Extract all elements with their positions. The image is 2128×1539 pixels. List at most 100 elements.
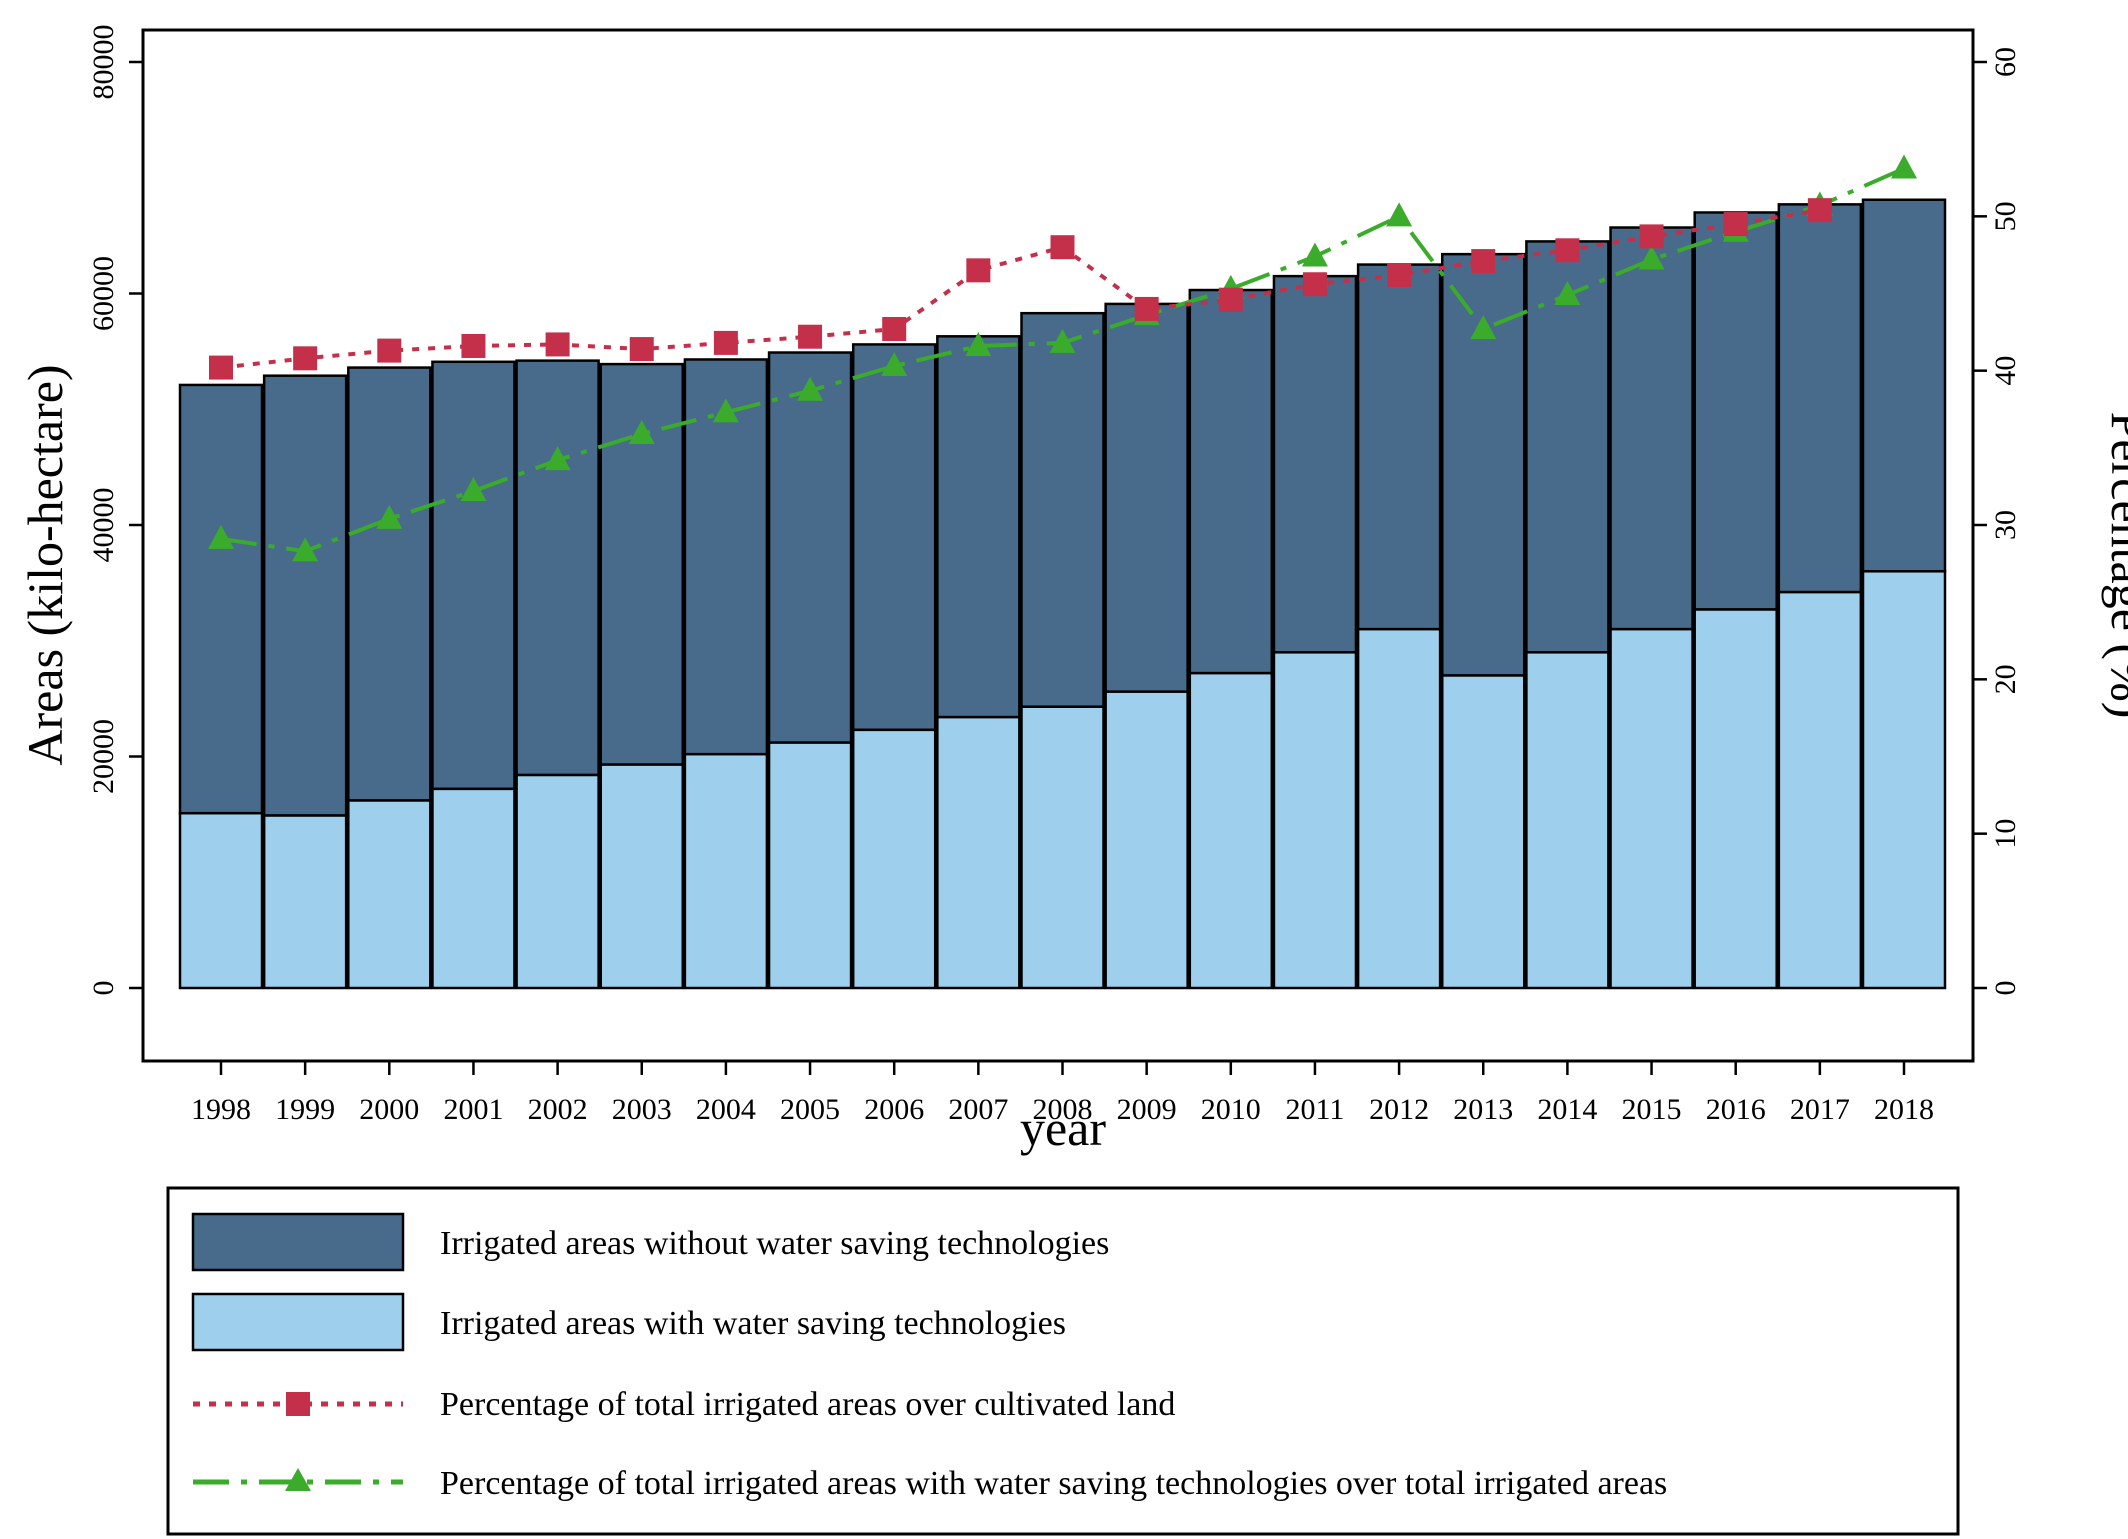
wst-pct-point-2000 <box>376 504 403 529</box>
cultivated-pct-point-2011 <box>1302 272 1327 297</box>
bar-with-2005 <box>767 741 853 990</box>
legend-swatch-without <box>191 1212 405 1272</box>
legend-frame <box>166 1186 1960 1536</box>
y2-axis-title: Percentage (%) <box>2101 412 2128 719</box>
bar-without-2002 <box>515 359 600 777</box>
bar-without-2001 <box>431 360 516 791</box>
bar-with-2010 <box>1188 671 1274 990</box>
x-tick-label-2004: 2004 <box>696 1093 756 1126</box>
y2-tick-label-10: 10 <box>1989 819 2022 849</box>
x-tick-label-1998: 1998 <box>191 1093 251 1126</box>
bar-with-2001 <box>431 787 516 990</box>
cultivated-pct-point-2016 <box>1723 212 1748 237</box>
x-tick-label-2002: 2002 <box>528 1093 588 1126</box>
legend-swatch-with <box>191 1292 405 1352</box>
axes-layer: 0 20000 40000 60000 80000 0 10 20 30 40 50 60 1998 19… <box>87 25 2022 1127</box>
x-tick-label-2007: 2007 <box>948 1093 1008 1126</box>
bars-layer <box>178 198 1947 990</box>
bar-without-2017 <box>1777 203 1863 594</box>
legend-label-with: Irrigated areas with water saving techno… <box>440 1305 1066 1342</box>
cultivated-pct-point-2007 <box>966 258 991 283</box>
wst-pct-point-2008 <box>1049 328 1076 353</box>
y-tick-label-40000: 40000 <box>87 488 120 563</box>
plot-frame <box>141 28 1975 1063</box>
bar-with-2012 <box>1356 627 1442 990</box>
cultivated-pct-point-2013 <box>1471 249 1496 274</box>
bar-without-2007 <box>936 335 1021 719</box>
x-tick-label-2012: 2012 <box>1369 1093 1429 1126</box>
bar-with-1999 <box>262 814 348 990</box>
bar-with-2018 <box>1861 570 1947 990</box>
x-tick-label-2001: 2001 <box>443 1093 503 1126</box>
x-tick-label-2015: 2015 <box>1622 1093 1682 1126</box>
wst-pct-point-1998 <box>208 524 234 549</box>
x-tick-label-2006: 2006 <box>864 1093 924 1126</box>
y-tick-label-0: 0 <box>87 981 120 996</box>
bar-without-1998 <box>178 383 264 815</box>
cultivated-pct-point-2002 <box>545 332 570 357</box>
cultivated-pct-point-2008 <box>1050 235 1075 260</box>
cultivated-pct-line <box>220 208 1821 370</box>
y2-tick-label-0: 0 <box>1989 981 2022 996</box>
wst-pct-point-2007 <box>965 331 992 356</box>
wst-pct-point-2014 <box>1554 281 1581 306</box>
bar-with-2008 <box>1020 705 1105 990</box>
wst-pct-point-2013 <box>1470 314 1497 339</box>
bar-with-2002 <box>515 773 600 990</box>
x-tick-label-2008: 2008 <box>1033 1093 1093 1126</box>
legend-label-pct-wst: Percentage of total irrigated areas with… <box>440 1465 1667 1502</box>
legend-marker-triangle <box>285 1468 311 1491</box>
x-axis-title: year <box>1020 1100 1106 1156</box>
x-tick-label-2014: 2014 <box>1537 1093 1597 1126</box>
legend-label-without: Irrigated areas without water saving tec… <box>440 1225 1109 1262</box>
y-tick-label-80000: 80000 <box>87 25 120 100</box>
cultivated-pct-point-2015 <box>1639 224 1664 249</box>
x-tick-label-2017: 2017 <box>1790 1093 1850 1126</box>
legend-marker-square <box>286 1392 310 1416</box>
bar-without-2018 <box>1861 198 1947 573</box>
cultivated-pct-point-2017 <box>1807 198 1832 223</box>
wst-pct-point-2006 <box>881 352 908 377</box>
bar-without-2006 <box>851 343 937 732</box>
cultivated-pct-point-2014 <box>1555 238 1580 263</box>
bar-with-2017 <box>1777 590 1863 990</box>
x-tick-label-2009: 2009 <box>1117 1093 1177 1126</box>
bar-without-2011 <box>1272 274 1358 654</box>
cultivated-pct-point-2010 <box>1218 287 1243 312</box>
cultivated-pct-point-2012 <box>1387 262 1412 287</box>
cultivated-pct-point-2003 <box>629 337 654 362</box>
wst-pct-point-2015 <box>1638 245 1665 270</box>
bar-without-2000 <box>347 366 432 802</box>
bar-without-2010 <box>1188 288 1274 675</box>
bar-with-2011 <box>1272 651 1358 990</box>
wst-pct-point-2005 <box>797 376 824 401</box>
wst-pct-point-2011 <box>1301 242 1328 267</box>
wst-pct-point-2018 <box>1891 154 1917 179</box>
bar-with-2003 <box>599 763 684 990</box>
bar-with-2013 <box>1441 674 1526 990</box>
bar-with-1998 <box>178 811 264 990</box>
y-axis-title: Areas (kilo-hectare) <box>17 364 73 765</box>
bar-with-2000 <box>347 799 432 990</box>
y-tick-label-60000: 60000 <box>87 256 120 331</box>
bar-without-2008 <box>1020 311 1105 708</box>
cultivated-pct-point-2005 <box>798 324 823 349</box>
x-tick-label-2003: 2003 <box>612 1093 672 1126</box>
bar-without-2009 <box>1104 302 1189 693</box>
bar-with-2004 <box>683 752 769 990</box>
wst-pct-point-2003 <box>628 419 655 444</box>
x-tick-label-2013: 2013 <box>1453 1093 1513 1126</box>
y2-tick-label-40: 40 <box>1989 356 2022 386</box>
cultivated-pct-point-2004 <box>713 330 738 355</box>
bar-with-2009 <box>1104 690 1189 990</box>
cultivated-pct-point-1998 <box>209 355 233 380</box>
y2-tick-label-50: 50 <box>1989 201 2022 231</box>
legend: Irrigated areas without water saving tec… <box>166 1186 1960 1536</box>
bar-without-2004 <box>683 358 769 756</box>
x-tick-label-1999: 1999 <box>275 1093 335 1126</box>
x-tick-label-2005: 2005 <box>780 1093 840 1126</box>
bar-with-2006 <box>851 728 937 990</box>
wst-pct-point-2001 <box>460 477 487 502</box>
